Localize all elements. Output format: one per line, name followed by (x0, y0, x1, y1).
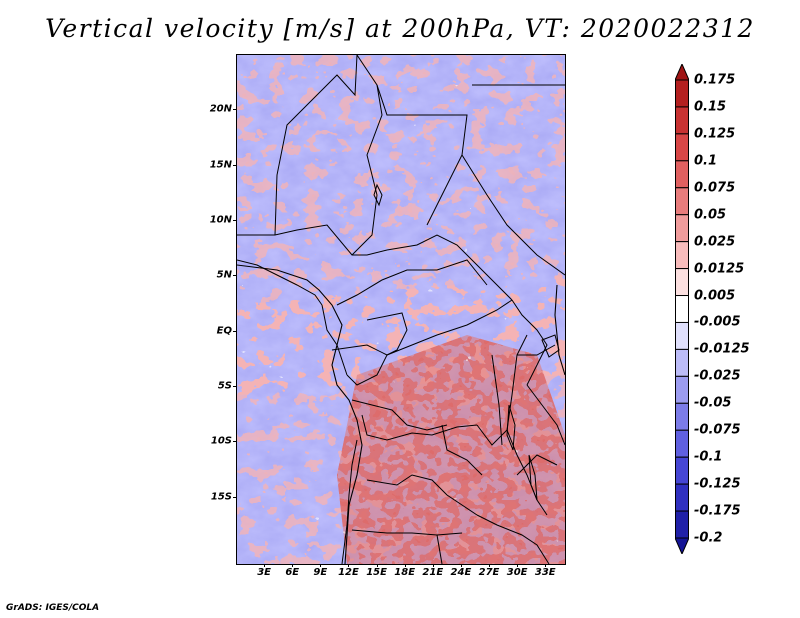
lat-label: 15S (210, 491, 232, 503)
lon-tick (292, 564, 294, 567)
colorbar-label: -0.2 (694, 530, 723, 546)
colorbar-label: 0.05 (694, 207, 727, 223)
grads-credit: GrADS: IGES/COLA (6, 603, 100, 613)
colorbar-bin (675, 187, 689, 216)
colorbar-bin (675, 79, 689, 108)
lon-label: 30E (506, 567, 528, 578)
lat-label: 10N (209, 214, 232, 226)
lat-label: 5S (217, 380, 232, 392)
map-field (237, 55, 565, 564)
colorbar-label: -0.05 (694, 395, 732, 411)
lat-tick (233, 330, 236, 332)
lon-tick (376, 564, 378, 567)
colorbar-bin (675, 106, 689, 135)
lat-tick (233, 109, 236, 111)
colorbar (674, 62, 690, 558)
lon-label: 18E (394, 567, 416, 578)
colorbar-label: -0.0125 (694, 341, 750, 357)
colorbar-label: -0.125 (694, 476, 741, 492)
coastline (237, 264, 565, 564)
colorbar-label: -0.025 (694, 368, 741, 384)
lat-label: 20N (209, 103, 232, 115)
lon-label: 6E (285, 567, 300, 578)
colorbar-bin (675, 402, 689, 431)
colorbar-bin (675, 268, 689, 297)
lon-tick (432, 564, 434, 567)
colorbar-label: 0.0125 (694, 261, 745, 277)
lon-label: 27E (478, 567, 500, 578)
lat-label: 5N (216, 269, 232, 281)
lon-label: 33E (534, 567, 556, 578)
colorbar-bin (675, 133, 689, 162)
lon-tick (489, 564, 491, 567)
colorbar-label: 0.075 (694, 180, 736, 196)
colorbar-graphic (674, 62, 690, 556)
lat-tick (233, 441, 236, 443)
lat-label: EQ (216, 325, 232, 337)
colorbar-label: -0.1 (694, 449, 723, 465)
colorbar-max-triangle (674, 62, 690, 81)
colorbar-label: 0.1 (694, 153, 718, 169)
colorbar-bin (675, 241, 689, 270)
lon-label: 3E (257, 567, 272, 578)
lat-label: 15N (209, 159, 232, 171)
lon-tick (460, 564, 462, 567)
lon-tick (517, 564, 519, 567)
lon-tick (320, 564, 322, 567)
lon-tick (348, 564, 350, 567)
lat-tick (233, 275, 236, 277)
colorbar-label: 0.025 (694, 234, 736, 250)
vertical-velocity-map (236, 54, 566, 565)
lat-tick (233, 385, 236, 387)
lat-tick (233, 496, 236, 498)
lakes (373, 183, 560, 501)
colorbar-label: -0.175 (694, 503, 741, 519)
colorbar-label: -0.005 (694, 314, 741, 330)
colorbar-bin (675, 456, 689, 485)
lon-tick (404, 564, 406, 567)
lon-label: 21E (422, 567, 444, 578)
colorbar-bin (675, 160, 689, 189)
lon-label: 9E (313, 567, 328, 578)
lon-tick (545, 564, 547, 567)
plot-title: Vertical velocity [m/s] at 200hPa, VT: 2… (45, 14, 755, 43)
colorbar-bin (675, 348, 689, 377)
lat-tick (233, 164, 236, 166)
colorbar-bin (675, 429, 689, 458)
lat-tick (233, 219, 236, 221)
colorbar-label: 0.175 (694, 72, 736, 88)
lon-label: 24E (450, 567, 472, 578)
colorbar-bin (675, 483, 689, 512)
lon-label: 15E (366, 567, 387, 578)
colorbar-min-triangle (674, 537, 690, 556)
colorbar-bin (675, 510, 689, 539)
lon-tick (264, 564, 266, 567)
colorbar-bin (675, 214, 689, 243)
colorbar-label: 0.15 (694, 99, 727, 115)
colorbar-bin (675, 375, 689, 404)
colorbar-bin (675, 321, 689, 350)
colorbar-label: 0.005 (694, 288, 736, 304)
lat-label: 10S (210, 435, 232, 447)
colorbar-label: -0.075 (694, 422, 741, 438)
lon-label: 12E (338, 567, 359, 578)
colorbar-label: 0.125 (694, 126, 736, 142)
colorbar-bin (675, 295, 689, 323)
